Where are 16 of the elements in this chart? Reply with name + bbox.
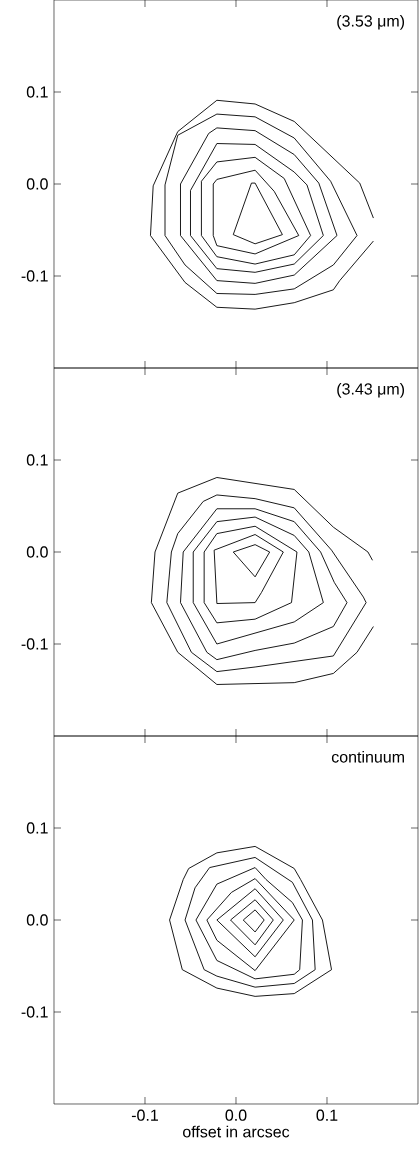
y-tick-label: 0.1 bbox=[26, 86, 48, 98]
y-tick-label: 0.0 bbox=[26, 178, 48, 190]
y-tick-label: -0.1 bbox=[21, 1006, 48, 1018]
y-tick-label: -0.1 bbox=[21, 638, 48, 650]
annotation: (3.53 μm) bbox=[337, 14, 405, 30]
x-tick-label: 0.1 bbox=[316, 1109, 338, 1121]
y-tick-label: 0.0 bbox=[26, 914, 48, 926]
y-tick-label: 0.1 bbox=[26, 454, 48, 466]
x-axis-title: offset in arcsec bbox=[183, 1125, 290, 1138]
x-tick-label: 0.0 bbox=[225, 1109, 247, 1121]
x-tick-label: -0.1 bbox=[131, 1109, 158, 1121]
annotation: (3.43 μm) bbox=[337, 382, 405, 398]
y-tick-label: 0.1 bbox=[26, 822, 48, 834]
y-tick-label: 0.0 bbox=[26, 546, 48, 558]
annotation: continuum bbox=[331, 750, 404, 763]
y-tick-label: -0.1 bbox=[21, 270, 48, 282]
